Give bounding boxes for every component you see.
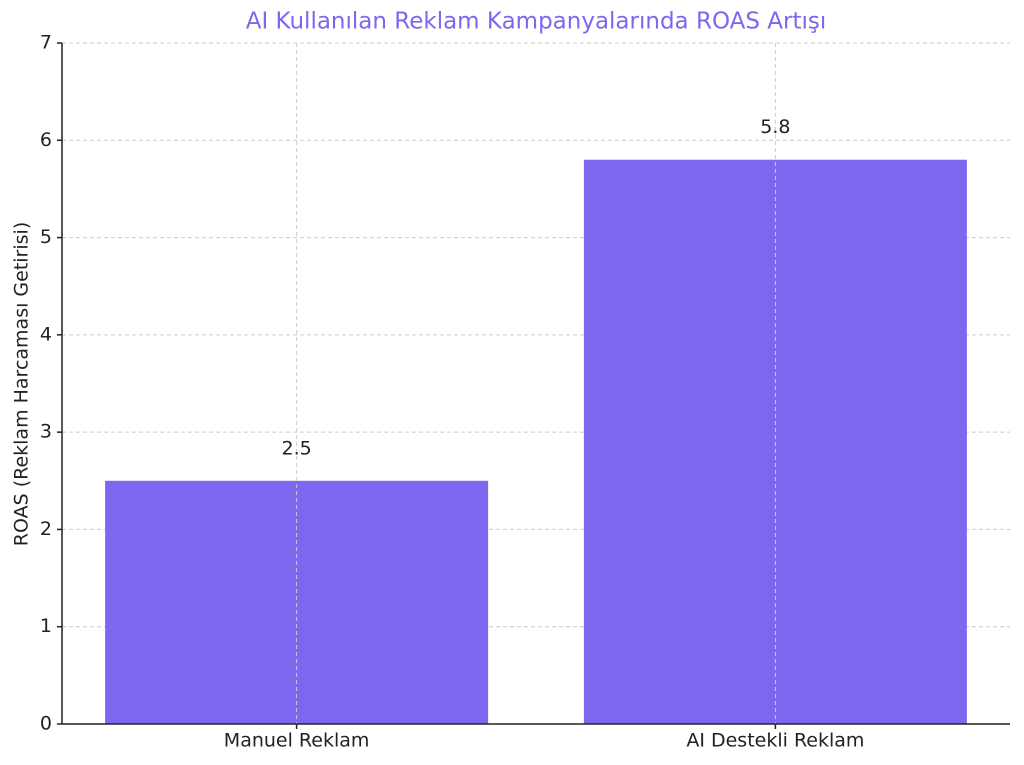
y-tick-label: 4 bbox=[40, 323, 52, 345]
value-label: 2.5 bbox=[281, 437, 311, 459]
y-tick-label: 6 bbox=[40, 129, 52, 151]
y-tick-label: 7 bbox=[40, 32, 52, 54]
x-tick-label: AI Destekli Reklam bbox=[686, 730, 864, 752]
x-tick-label: Manuel Reklam bbox=[224, 730, 370, 752]
y-tick-label: 2 bbox=[40, 518, 52, 540]
chart-title: AI Kullanılan Reklam Kampanyalarında ROA… bbox=[246, 9, 827, 35]
y-tick-label: 5 bbox=[40, 226, 52, 248]
y-axis-label: ROAS (Reklam Harcaması Getirisi) bbox=[11, 222, 33, 546]
y-tick-label: 0 bbox=[40, 713, 52, 735]
y-tick-label: 1 bbox=[40, 615, 52, 637]
value-label: 5.8 bbox=[760, 116, 790, 138]
y-tick-label: 3 bbox=[40, 421, 52, 443]
